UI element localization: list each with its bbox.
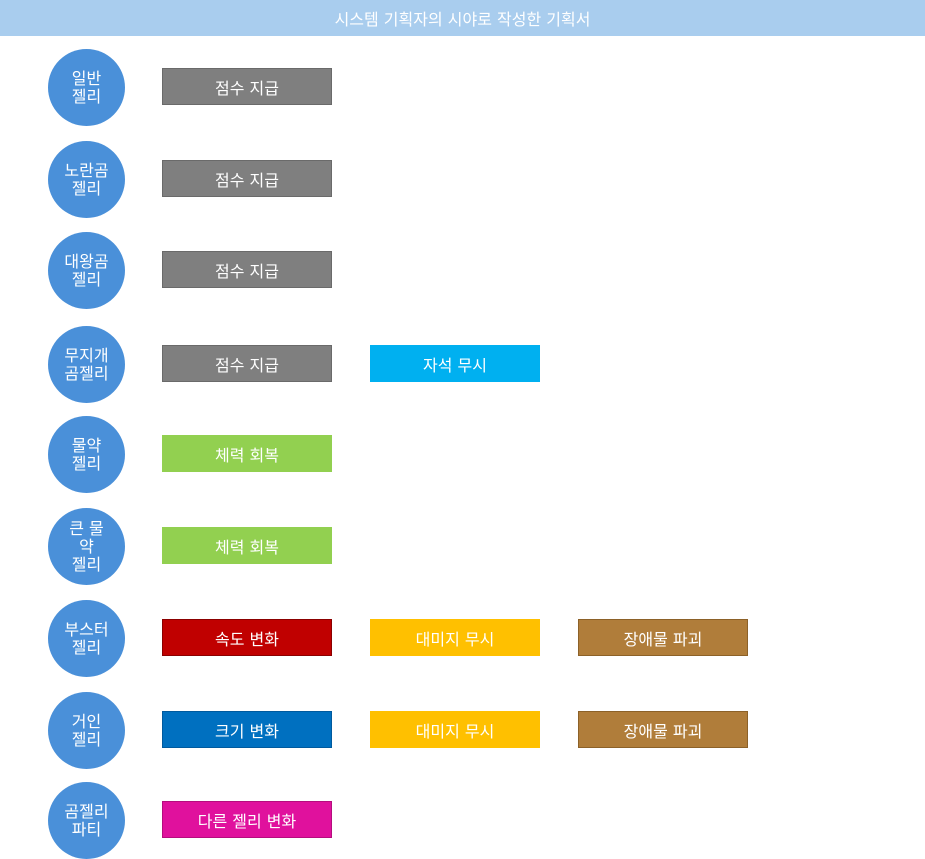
jelly-node: 노란곰 젤리 <box>48 141 125 218</box>
jelly-node: 물약 젤리 <box>48 416 125 493</box>
effect-box: 속도 변화 <box>162 619 332 656</box>
page-title: 시스템 기획자의 시야로 작성한 기획서 <box>0 0 925 36</box>
effect-box: 체력 회복 <box>162 435 332 472</box>
effect-box: 자석 무시 <box>370 345 540 382</box>
jelly-node: 일반 젤리 <box>48 49 125 126</box>
jelly-node: 곰젤리 파티 <box>48 782 125 859</box>
effect-box: 대미지 무시 <box>370 619 540 656</box>
effect-box: 점수 지급 <box>162 251 332 288</box>
effect-box: 장애물 파괴 <box>578 619 748 656</box>
effect-box: 점수 지급 <box>162 345 332 382</box>
effect-box: 크기 변화 <box>162 711 332 748</box>
effect-box: 점수 지급 <box>162 160 332 197</box>
jelly-node: 부스터 젤리 <box>48 600 125 677</box>
jelly-node: 무지개 곰젤리 <box>48 326 125 403</box>
jelly-node: 거인 젤리 <box>48 692 125 769</box>
effect-box: 대미지 무시 <box>370 711 540 748</box>
jelly-node: 대왕곰 젤리 <box>48 232 125 309</box>
effect-box: 점수 지급 <box>162 68 332 105</box>
jelly-node: 큰 물 약 젤리 <box>48 508 125 585</box>
effect-box: 체력 회복 <box>162 527 332 564</box>
effect-box: 장애물 파괴 <box>578 711 748 748</box>
effect-box: 다른 젤리 변화 <box>162 801 332 838</box>
